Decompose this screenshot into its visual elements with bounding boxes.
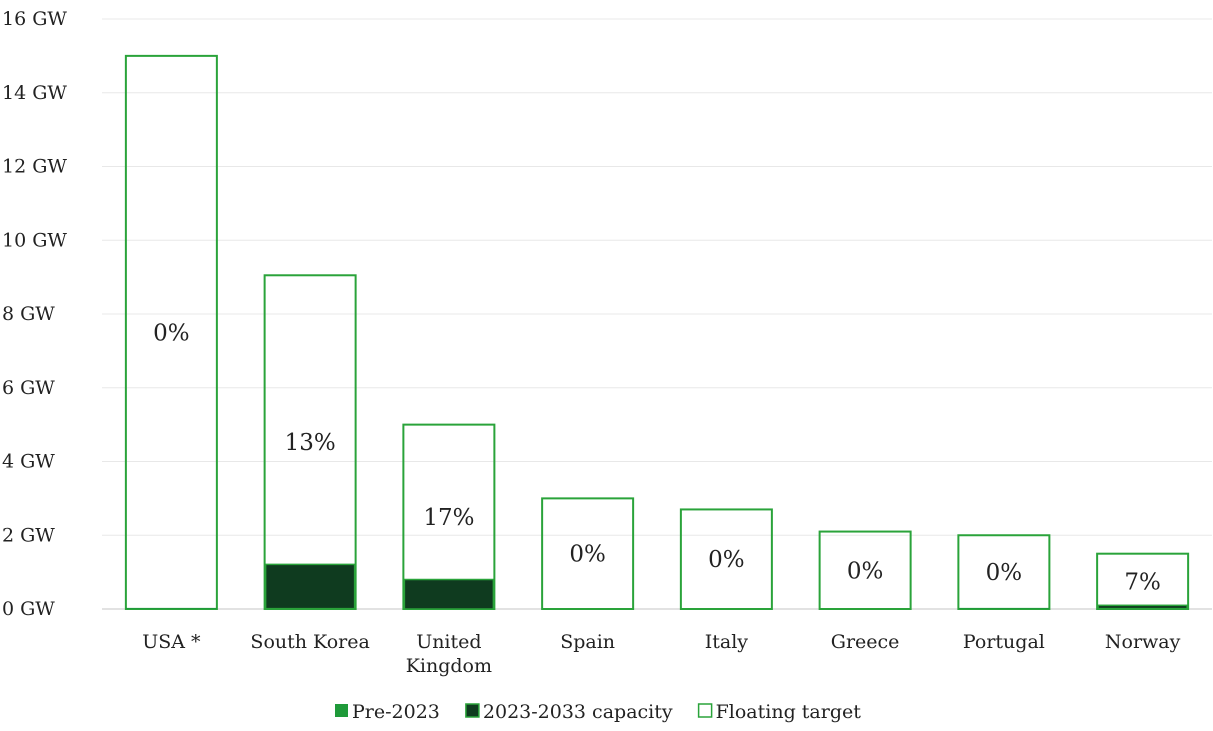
x-tick-label: Italy <box>705 631 749 653</box>
legend-label: Pre-2023 <box>352 701 440 723</box>
x-tick-label: United <box>416 631 481 653</box>
bar-pre-2023 <box>958 607 1050 609</box>
legend-swatch <box>465 703 480 718</box>
legend-label: 2023-2033 capacity <box>483 701 673 723</box>
x-tick-label: Greece <box>831 631 900 653</box>
bar-pre-2023 <box>125 607 217 609</box>
x-tick-label: Portugal <box>963 631 1045 653</box>
x-tick-label: Kingdom <box>406 655 492 677</box>
data-label: 13% <box>285 430 336 456</box>
y-axis: 0 GW 2 GW 4 GW 6 GW 8 GW 10 GW 12 GW 14 GW 16 GW <box>2 8 67 620</box>
x-tick-label: Spain <box>560 631 615 653</box>
x-tick-label: USA * <box>142 631 201 653</box>
legend-swatch <box>697 703 713 718</box>
data-label: 0% <box>986 560 1023 586</box>
y-tick-label: 10 GW <box>2 229 67 251</box>
data-label: 0% <box>153 320 190 346</box>
data-label: 17% <box>423 505 474 531</box>
bar-floating-target <box>541 497 635 610</box>
y-tick-label: 6 GW <box>2 377 55 399</box>
y-tick-label: 2 GW <box>2 524 55 546</box>
bar-floating-target <box>679 508 773 610</box>
y-tick-label: 4 GW <box>2 451 55 473</box>
data-labels: 0% 13% 17% 0% 0% 0% 0% 7% <box>153 320 1161 595</box>
data-label: 0% <box>708 547 745 573</box>
grid <box>102 18 1212 610</box>
legend-swatch <box>335 704 348 717</box>
bar-capacity-2023-2033 <box>264 563 356 610</box>
y-tick-label: 0 GW <box>2 598 55 620</box>
bar-capacity-2023-2033 <box>403 578 495 610</box>
data-label: 0% <box>847 558 884 584</box>
y-tick-label: 12 GW <box>2 156 67 178</box>
y-tick-label: 8 GW <box>2 303 55 325</box>
legend: Pre-2023 2023-2033 capacity Floating targe… <box>335 701 861 723</box>
data-label: 7% <box>1124 569 1161 595</box>
y-tick-label: 14 GW <box>2 82 67 104</box>
bar-floating-target <box>818 530 912 610</box>
bars <box>124 54 1190 610</box>
x-tick-label: Norway <box>1105 631 1181 653</box>
legend-label: Floating target <box>716 701 862 723</box>
bar-capacity-2023-2033 <box>1097 604 1188 610</box>
data-label: 0% <box>569 542 606 568</box>
y-tick-label: 16 GW <box>2 8 67 30</box>
x-tick-label: South Korea <box>250 631 369 653</box>
